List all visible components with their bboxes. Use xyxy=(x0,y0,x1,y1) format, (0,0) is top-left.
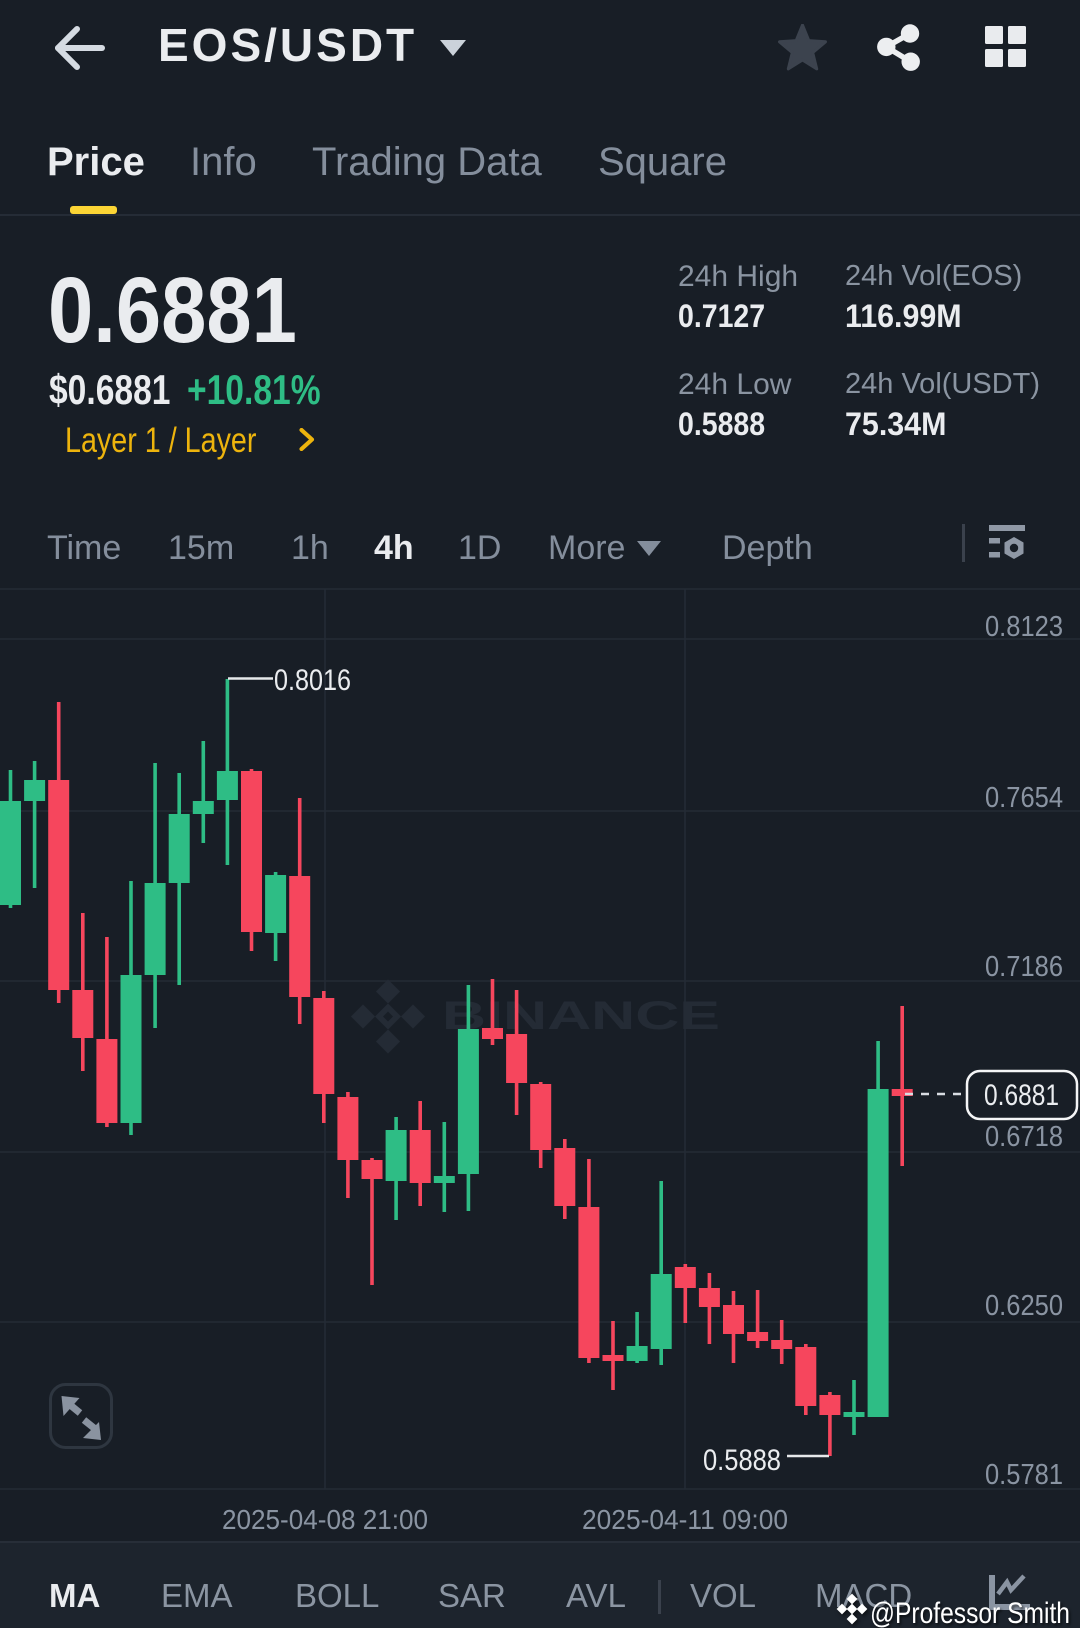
svg-text:2025-04-11 09:00: 2025-04-11 09:00 xyxy=(582,1504,788,1535)
svg-text:0.6718: 0.6718 xyxy=(985,1121,1063,1153)
svg-text:2025-04-08 21:00: 2025-04-08 21:00 xyxy=(222,1504,428,1535)
svg-text:0.7654: 0.7654 xyxy=(985,782,1063,814)
svg-text:0.8123: 0.8123 xyxy=(985,611,1063,643)
svg-text:0.5888: 0.5888 xyxy=(703,1444,781,1477)
svg-text:0.5781: 0.5781 xyxy=(985,1459,1063,1491)
svg-text:0.7186: 0.7186 xyxy=(985,951,1063,983)
svg-text:0.8016: 0.8016 xyxy=(274,664,351,697)
svg-text:0.6881: 0.6881 xyxy=(984,1079,1059,1112)
svg-text:0.6250: 0.6250 xyxy=(985,1290,1063,1322)
